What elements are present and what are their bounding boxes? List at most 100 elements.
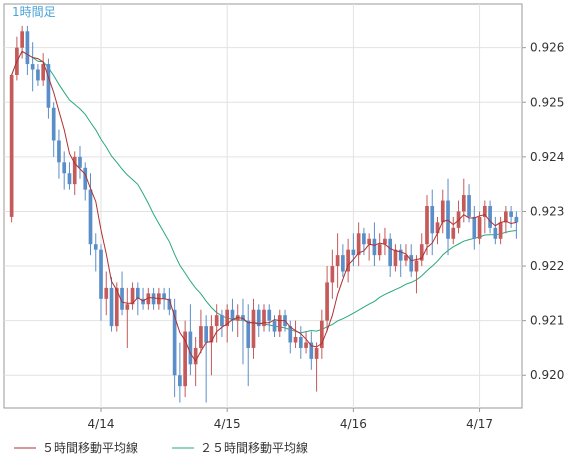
x-tick-label: 4/15 bbox=[214, 417, 241, 431]
candle-body bbox=[393, 249, 398, 267]
candle-body bbox=[319, 320, 324, 348]
candle bbox=[251, 298, 256, 359]
candle bbox=[377, 233, 382, 261]
candle-body bbox=[241, 315, 245, 321]
candle-body bbox=[135, 287, 140, 299]
candle bbox=[330, 249, 335, 299]
candle-body bbox=[109, 287, 114, 327]
candle bbox=[109, 276, 114, 332]
candle-body bbox=[430, 206, 435, 234]
candle bbox=[183, 320, 187, 398]
candle-body bbox=[398, 249, 403, 261]
candle bbox=[304, 331, 308, 354]
candle bbox=[178, 342, 182, 403]
candle bbox=[414, 255, 419, 294]
candle bbox=[293, 320, 298, 348]
candle-body bbox=[51, 107, 56, 141]
candle-body bbox=[214, 315, 219, 327]
candle-body bbox=[167, 298, 172, 310]
candle-body bbox=[504, 211, 508, 223]
candle-body bbox=[493, 227, 498, 239]
candle bbox=[383, 227, 387, 256]
candle-body bbox=[251, 309, 256, 348]
candle-body bbox=[341, 255, 345, 272]
candle-body bbox=[304, 342, 308, 348]
candle bbox=[288, 320, 293, 354]
candle bbox=[41, 53, 46, 86]
candle bbox=[99, 244, 103, 321]
candle bbox=[498, 216, 503, 245]
candle bbox=[25, 25, 30, 75]
candle-body bbox=[130, 287, 135, 305]
candle bbox=[135, 282, 140, 316]
candle-body bbox=[367, 238, 371, 245]
legend-label: ５時間移動平均線 bbox=[42, 440, 138, 455]
candle-body bbox=[146, 293, 151, 305]
candle-body bbox=[309, 342, 314, 359]
candle-body bbox=[346, 249, 350, 272]
grid-lines bbox=[4, 4, 522, 408]
candle-body bbox=[93, 244, 98, 250]
candle-body bbox=[488, 206, 492, 228]
candle bbox=[120, 271, 124, 316]
candle bbox=[199, 309, 203, 354]
candle-body bbox=[288, 326, 293, 343]
candle-body bbox=[414, 260, 419, 272]
y-tick-label: 0.925 bbox=[530, 95, 564, 109]
candle-body bbox=[272, 320, 277, 332]
candle-body bbox=[335, 255, 340, 267]
legend-entry: ２５時間移動平均線 bbox=[172, 440, 308, 455]
y-tick-label: 0.926 bbox=[530, 41, 564, 55]
candle bbox=[367, 233, 371, 261]
candle bbox=[146, 287, 151, 310]
y-tick-label: 0.923 bbox=[530, 204, 564, 218]
candle bbox=[277, 309, 282, 338]
candle-body bbox=[230, 309, 235, 321]
candle bbox=[46, 58, 51, 119]
candle bbox=[446, 178, 450, 256]
candle-body bbox=[277, 315, 282, 332]
y-tick-label: 0.924 bbox=[530, 150, 564, 164]
candle bbox=[472, 206, 477, 250]
candle bbox=[404, 244, 408, 267]
x-axis: 4/14 4/15 4/16 4/17 bbox=[88, 408, 493, 431]
candle-body bbox=[509, 211, 513, 217]
candle-body bbox=[356, 233, 361, 256]
candle bbox=[393, 244, 398, 272]
candle-body bbox=[120, 287, 124, 310]
candle bbox=[482, 200, 487, 234]
candle bbox=[188, 304, 193, 376]
candle-body bbox=[88, 189, 93, 245]
candle-body bbox=[78, 156, 82, 168]
candle-body bbox=[178, 375, 182, 387]
candle-body bbox=[225, 309, 230, 327]
candle-body bbox=[67, 173, 72, 185]
candle-body bbox=[514, 216, 519, 223]
candle bbox=[493, 216, 498, 245]
candle-body bbox=[114, 287, 119, 327]
candle bbox=[67, 162, 72, 190]
candle-body bbox=[172, 309, 177, 376]
candle bbox=[451, 216, 456, 245]
candle-body bbox=[498, 222, 503, 239]
candle-body bbox=[325, 282, 329, 321]
candle bbox=[504, 206, 508, 234]
candle bbox=[341, 244, 345, 277]
candle-body bbox=[125, 304, 130, 310]
ma5-line bbox=[11, 50, 517, 362]
candle-body bbox=[162, 293, 166, 299]
x-tick-label: 4/14 bbox=[88, 417, 115, 431]
candle-body bbox=[256, 309, 261, 327]
candle bbox=[230, 298, 235, 332]
candle bbox=[246, 304, 251, 387]
candle-body bbox=[30, 64, 35, 70]
candle bbox=[272, 315, 277, 338]
candle bbox=[130, 282, 135, 310]
candle bbox=[325, 266, 329, 332]
candle bbox=[93, 233, 98, 272]
legend-label: ２５時間移動平均線 bbox=[200, 440, 308, 455]
candle-body bbox=[183, 331, 187, 387]
y-tick-label: 0.921 bbox=[530, 314, 564, 328]
candle-body bbox=[451, 227, 456, 239]
candle-body bbox=[372, 238, 377, 256]
